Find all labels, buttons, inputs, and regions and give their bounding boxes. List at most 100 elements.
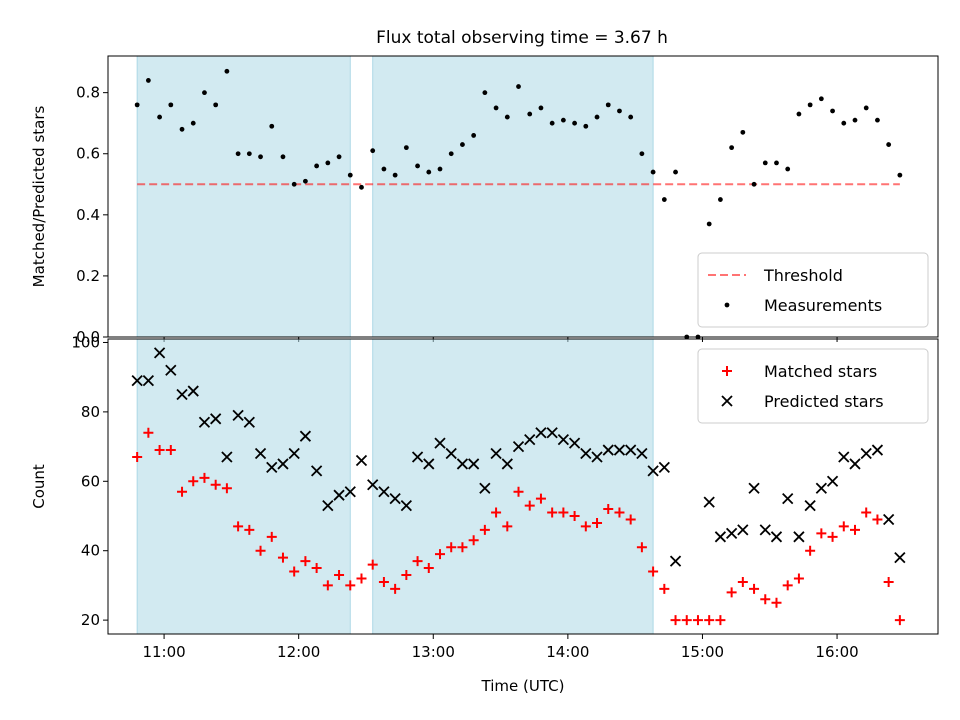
data-point: [617, 108, 622, 114]
data-point: [549, 120, 555, 126]
data-point: [482, 90, 488, 96]
data-point: [628, 114, 634, 120]
data-point: [815, 482, 827, 494]
data-point: [771, 597, 782, 608]
data-point: [729, 145, 735, 151]
legend-label: Predicted stars: [764, 392, 884, 411]
data-point: [299, 430, 312, 442]
data-point: [490, 447, 502, 460]
x-axis-label: Time (UTC): [481, 677, 565, 695]
shaded-interval: [136, 338, 351, 635]
data-point: [401, 570, 412, 580]
data-point: [838, 521, 849, 532]
axes-frame: [107, 338, 939, 635]
data-point: [527, 111, 533, 117]
shaded-interval: [372, 55, 654, 338]
shaded-interval: [372, 338, 654, 635]
data-point: [435, 549, 445, 560]
data-point: [703, 496, 715, 508]
observing-intervals: [136, 338, 654, 635]
chart-title: Flux total observing time = 3.67 h: [376, 28, 668, 48]
data-point: [841, 120, 847, 126]
data-point: [179, 126, 185, 132]
data-point: [681, 615, 692, 626]
data-point: [502, 521, 513, 532]
data-point: [434, 437, 446, 449]
data-point: [524, 434, 536, 446]
data-point: [751, 181, 757, 187]
data-point: [213, 102, 219, 108]
data-point: [760, 594, 771, 605]
y-tick-label: 60: [81, 472, 100, 490]
data-point: [871, 444, 884, 456]
data-point: [591, 451, 603, 463]
data-point: [367, 479, 379, 491]
data-point: [437, 166, 443, 172]
data-point: [580, 447, 592, 460]
observing-intervals: [136, 55, 654, 338]
data-point: [221, 451, 233, 463]
data-point: [670, 615, 681, 626]
data-point: [860, 447, 872, 460]
x-tick-label: 16:00: [815, 643, 858, 661]
data-point: [560, 117, 566, 123]
legend-swatch: [721, 395, 733, 407]
data-point: [592, 517, 603, 528]
data-point: [168, 102, 174, 108]
data-point: [894, 552, 906, 564]
data-point: [333, 489, 345, 501]
data-point: [740, 129, 746, 135]
data-point: [154, 445, 165, 456]
data-point: [445, 447, 457, 460]
data-point: [336, 154, 342, 160]
data-point: [300, 556, 311, 567]
data-point: [457, 542, 468, 553]
data-point: [389, 493, 401, 505]
data-point: [572, 120, 577, 126]
data-point: [412, 556, 423, 567]
y-axis-ticks: 0.0 0.2 0.4 0.6 0.8: [76, 84, 108, 346]
legend-label: Threshold: [763, 266, 843, 285]
data-point: [378, 486, 390, 498]
data-point: [673, 169, 678, 175]
data-point: [258, 154, 263, 160]
shaded-interval: [136, 55, 351, 338]
data-point: [875, 117, 880, 123]
data-point: [658, 461, 670, 474]
data-point: [153, 347, 166, 359]
data-point: [491, 507, 502, 518]
data-point: [131, 375, 143, 387]
data-point: [370, 148, 376, 154]
data-point: [392, 172, 398, 178]
data-point: [816, 528, 827, 539]
x-tick-label: 12:00: [277, 643, 320, 661]
data-point: [636, 542, 647, 553]
data-point: [807, 102, 813, 108]
data-point: [535, 493, 546, 504]
data-point: [650, 169, 656, 175]
data-point: [456, 458, 469, 470]
data-point: [310, 465, 323, 477]
legend-box: [697, 348, 929, 424]
data-point: [289, 566, 300, 577]
data-point: [737, 524, 749, 536]
data-point: [254, 447, 267, 460]
data-point: [356, 573, 367, 584]
data-point: [325, 160, 331, 166]
data-point: [322, 499, 334, 512]
data-point: [280, 154, 286, 160]
data-point: [378, 576, 389, 587]
data-point: [569, 511, 580, 521]
data-point: [210, 413, 222, 425]
data-point: [785, 166, 791, 172]
axes-frame: [107, 55, 939, 338]
data-point: [266, 531, 277, 542]
data-point: [468, 458, 480, 470]
data-point: [187, 385, 199, 397]
data-point: [850, 524, 860, 535]
data-point: [774, 160, 779, 166]
data-points: [131, 347, 906, 626]
data-point: [232, 409, 244, 421]
data-point: [367, 559, 378, 570]
data-point: [224, 68, 230, 74]
